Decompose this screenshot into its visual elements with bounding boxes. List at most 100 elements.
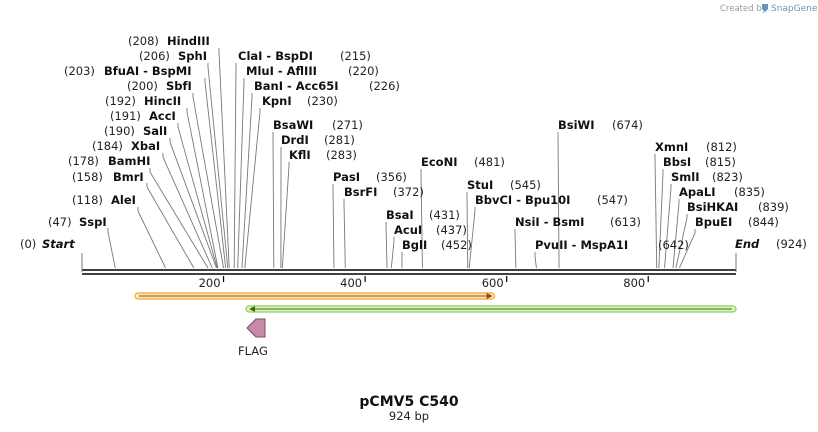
cut-lines (107, 48, 696, 269)
site-pos: (356) (376, 170, 407, 184)
cut-line (664, 184, 672, 269)
end-label: End (735, 237, 760, 251)
cut-line (272, 132, 275, 269)
site-name: KflI (289, 148, 311, 162)
site-pos: (372) (393, 185, 424, 199)
dna-backbone (82, 269, 736, 275)
cut-line (466, 192, 469, 269)
flag-arrow-icon (246, 318, 266, 338)
ruler-tick-label: 200 (199, 276, 221, 290)
site-name: BpuEI (695, 215, 732, 229)
cut-line (672, 199, 680, 269)
cut-line (281, 162, 290, 269)
created-by-credit: Created by (720, 4, 767, 14)
site-name: XbaI (131, 139, 160, 153)
site-pos: (200) (127, 79, 158, 93)
cut-line (675, 214, 688, 269)
site-pos: (844) (748, 215, 779, 229)
site-name: AcuI (394, 223, 422, 237)
site-name: BsiWI (558, 118, 595, 132)
cut-line (420, 169, 423, 269)
flag-label: FLAG (238, 344, 268, 358)
site-pos: (215) (340, 49, 371, 63)
site-pos: (835) (734, 185, 765, 199)
site-name: SmlI (671, 170, 700, 184)
features (134, 292, 737, 338)
cut-line (233, 63, 237, 269)
site-name: BbvCI - Bpu10I (475, 193, 570, 207)
site-pos: (230) (307, 94, 338, 108)
cut-line (244, 108, 261, 269)
cut-line (169, 138, 217, 269)
enzyme-labels-left: (47) SspI (118) AleI (158) BmrI (178) Ba… (48, 34, 210, 229)
site-name: EcoNI (421, 155, 457, 169)
cut-line (385, 222, 388, 269)
site-pos: (823) (712, 170, 743, 184)
cut-line (107, 228, 116, 269)
site-name: SspI (79, 215, 107, 229)
cut-line (186, 108, 219, 269)
start-position: (0) (20, 237, 36, 251)
enzyme-labels-right: ClaI - BspDI (215) MluI - AflIII (220) B… (238, 49, 789, 252)
site-name: NsiI - BsmI (515, 215, 584, 229)
cut-line (149, 168, 209, 269)
site-name: SbfI (166, 79, 192, 93)
site-name: BsaI (386, 208, 414, 222)
site-name: BfuAI - BspMI (104, 64, 191, 78)
site-name: BsrFI (344, 185, 377, 199)
ruler-tick-label: 600 (482, 276, 504, 290)
cut-line (241, 93, 253, 269)
site-pos: (271) (332, 118, 363, 132)
site-pos: (812) (706, 140, 737, 154)
site-name: KpnI (262, 94, 292, 108)
cut-line (146, 183, 195, 269)
cut-line (557, 132, 560, 269)
cut-line (343, 199, 346, 269)
site-pos: (431) (429, 208, 460, 222)
site-pos: (203) (64, 64, 95, 78)
site-pos: (220) (348, 64, 379, 78)
site-pos: (815) (705, 155, 736, 169)
site-name: PvuII - MspA1I (535, 238, 628, 252)
start-label: Start (42, 237, 75, 251)
plasmid-length: 924 bp (389, 409, 429, 423)
snapgene-brand: SnapGene (771, 4, 818, 14)
site-name: SalI (143, 124, 167, 138)
cut-line (162, 153, 213, 269)
site-pos: (281) (324, 133, 355, 147)
site-pos: (545) (510, 178, 541, 192)
cut-line (332, 184, 335, 269)
green-arrow-icon (249, 306, 255, 312)
cut-line (468, 207, 476, 269)
site-pos: (839) (758, 200, 789, 214)
site-pos: (191) (110, 109, 141, 123)
cut-line (678, 229, 696, 269)
site-name: StuI (467, 178, 493, 192)
site-name: MluI - AflIII (246, 64, 317, 78)
site-pos: (674) (612, 118, 643, 132)
site-name: AleI (111, 193, 136, 207)
site-pos: (158) (72, 170, 103, 184)
ruler-tick-label: 400 (340, 276, 362, 290)
site-pos: (190) (104, 124, 135, 138)
ruler: 200 400 600 800 (199, 276, 649, 290)
cut-line (534, 252, 537, 269)
site-name: ClaI - BspDI (238, 49, 313, 63)
cut-line (177, 123, 218, 269)
site-pos: (208) (128, 34, 159, 48)
site-pos: (283) (326, 148, 357, 162)
site-name: BanI - Acc65I (254, 79, 339, 93)
cut-line (204, 78, 227, 269)
cut-line (207, 63, 229, 269)
cut-line (218, 48, 230, 269)
cut-line (237, 78, 245, 269)
site-name: BsiHKAI (687, 200, 738, 214)
site-pos: (547) (597, 193, 628, 207)
site-name: AccI (149, 109, 176, 123)
cut-line (390, 237, 395, 269)
site-name: BmrI (113, 170, 144, 184)
site-pos: (47) (48, 215, 72, 229)
site-name: DrdI (281, 133, 309, 147)
site-name: HincII (144, 94, 181, 108)
